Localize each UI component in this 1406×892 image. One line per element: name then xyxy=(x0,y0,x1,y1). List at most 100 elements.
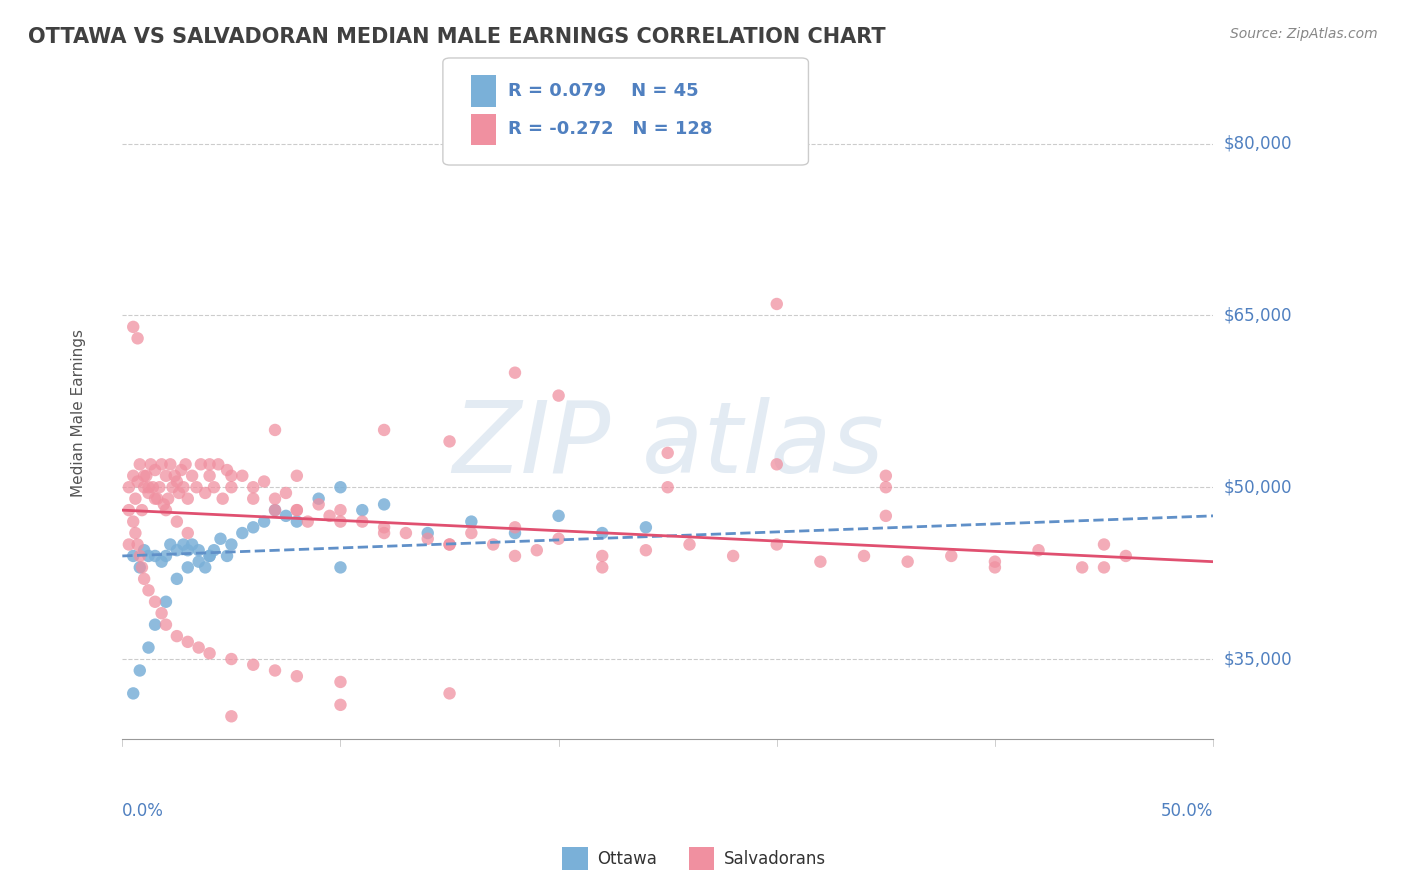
Point xyxy=(460,526,482,541)
Text: R = 0.079    N = 45: R = 0.079 N = 45 xyxy=(508,82,699,100)
Point xyxy=(721,549,744,563)
Point xyxy=(150,555,173,569)
Point xyxy=(1092,560,1115,574)
Point xyxy=(482,537,505,551)
Point xyxy=(181,468,204,483)
Point xyxy=(503,549,526,563)
Point xyxy=(373,423,395,437)
Point xyxy=(148,480,170,494)
Point xyxy=(221,468,243,483)
Point xyxy=(177,491,200,506)
Point xyxy=(155,468,177,483)
Point xyxy=(177,560,200,574)
Text: 50.0%: 50.0% xyxy=(1161,802,1213,821)
Point xyxy=(285,515,308,529)
Point xyxy=(166,629,188,643)
Text: Median Male Earnings: Median Male Earnings xyxy=(72,329,86,497)
Text: $50,000: $50,000 xyxy=(1225,478,1292,496)
Point xyxy=(128,549,150,563)
Point xyxy=(202,543,225,558)
Point xyxy=(274,508,297,523)
Point xyxy=(146,491,169,506)
Text: R = -0.272   N = 128: R = -0.272 N = 128 xyxy=(508,120,711,138)
Point xyxy=(634,543,657,558)
Point xyxy=(984,560,1007,574)
Point xyxy=(808,555,831,569)
Point xyxy=(157,491,180,506)
Text: OTTAWA VS SALVADORAN MEDIAN MALE EARNINGS CORRELATION CHART: OTTAWA VS SALVADORAN MEDIAN MALE EARNING… xyxy=(28,27,886,46)
Point xyxy=(152,497,174,511)
Point xyxy=(352,503,374,517)
Point xyxy=(198,549,221,563)
Point xyxy=(166,572,188,586)
Text: $80,000: $80,000 xyxy=(1225,135,1292,153)
Point xyxy=(308,491,330,506)
Point xyxy=(1071,560,1094,574)
Point xyxy=(163,468,186,483)
Point xyxy=(678,537,700,551)
Point xyxy=(128,664,150,678)
Point xyxy=(194,560,217,574)
Point xyxy=(231,468,253,483)
Point xyxy=(329,560,352,574)
Point xyxy=(131,503,153,517)
Point xyxy=(373,520,395,534)
Point xyxy=(167,486,190,500)
Point xyxy=(352,515,374,529)
Point xyxy=(198,468,221,483)
Point xyxy=(194,486,217,500)
Point xyxy=(128,560,150,574)
Point xyxy=(875,468,897,483)
Point xyxy=(198,646,221,660)
Text: Salvadorans: Salvadorans xyxy=(724,850,827,868)
Point xyxy=(162,480,184,494)
Point xyxy=(657,480,679,494)
Point xyxy=(984,555,1007,569)
Point xyxy=(591,560,613,574)
Point xyxy=(329,698,352,712)
Point xyxy=(128,458,150,472)
Point xyxy=(190,458,212,472)
Point xyxy=(285,468,308,483)
Point xyxy=(174,458,197,472)
Point xyxy=(209,532,232,546)
Point xyxy=(765,297,787,311)
Point xyxy=(215,463,238,477)
Point xyxy=(242,491,264,506)
Point xyxy=(155,549,177,563)
Point xyxy=(143,595,166,609)
Point xyxy=(143,617,166,632)
Point xyxy=(439,537,461,551)
Point xyxy=(143,491,166,506)
Point xyxy=(166,543,188,558)
Point xyxy=(186,480,208,494)
Point xyxy=(941,549,963,563)
Point xyxy=(285,503,308,517)
Point xyxy=(329,480,352,494)
Point xyxy=(329,503,352,517)
Point xyxy=(139,458,162,472)
Point xyxy=(134,480,156,494)
Point xyxy=(416,526,439,541)
Point xyxy=(143,463,166,477)
Point xyxy=(166,475,188,489)
Point xyxy=(253,475,276,489)
Point xyxy=(231,526,253,541)
Point xyxy=(122,319,145,334)
Point xyxy=(170,463,193,477)
Point xyxy=(118,480,141,494)
Point xyxy=(318,508,340,523)
Point xyxy=(143,549,166,563)
Point xyxy=(242,520,264,534)
Point xyxy=(134,468,156,483)
Point xyxy=(207,458,229,472)
Point xyxy=(198,458,221,472)
Point xyxy=(503,526,526,541)
Point xyxy=(221,480,243,494)
Point xyxy=(221,652,243,666)
Text: ZIP atlas: ZIP atlas xyxy=(451,397,883,494)
Point xyxy=(591,549,613,563)
Point xyxy=(547,532,569,546)
Point xyxy=(135,468,157,483)
Point xyxy=(285,503,308,517)
